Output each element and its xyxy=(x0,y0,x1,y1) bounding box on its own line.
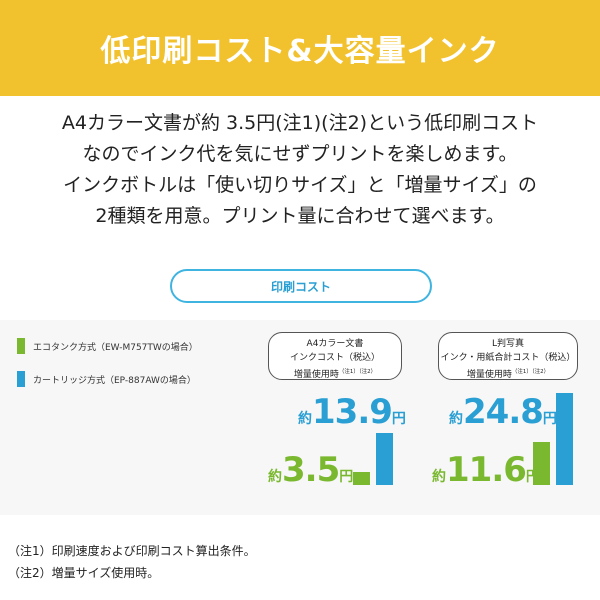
a4-ecotank-price: 約 3.5 円 xyxy=(268,450,353,490)
box-title-line: 増量使用時 xyxy=(466,370,512,380)
price-value: 3.5 xyxy=(282,450,340,490)
price-unit: 円 xyxy=(339,469,354,485)
box-title-line: A4カラー文書 xyxy=(306,339,364,349)
a4-ecotank-bar xyxy=(353,472,370,485)
print-cost-tab-label: 印刷コスト xyxy=(270,279,331,294)
a4-cartridge-bar xyxy=(376,433,393,485)
box-title-line: インクコスト（税込） xyxy=(289,353,380,363)
legend-swatch-green xyxy=(17,338,25,354)
price-prefix: 約 xyxy=(268,469,282,485)
price-value: 13.9 xyxy=(312,392,393,432)
box-title-line-wrap: 増量使用時（注1）（注2） xyxy=(269,365,401,382)
legend-label: エコタンク方式（EW-M757TWの場合） xyxy=(33,342,198,353)
header-banner: 低印刷コスト&大容量インク xyxy=(0,0,600,96)
box-title-line: L判写真 xyxy=(491,339,524,349)
intro-line: A4カラー文書が約 3.5円(注1)(注2)という低印刷コスト xyxy=(61,112,539,134)
print-cost-tab[interactable]: 印刷コスト xyxy=(170,269,432,303)
intro-line: なのでインク代を気にせずプリントを楽しめます。 xyxy=(82,143,518,165)
banner-title: 低印刷コスト&大容量インク xyxy=(100,34,500,69)
legend-ecotank: エコタンク方式（EW-M757TWの場合） xyxy=(17,338,198,354)
footnote: （注1）印刷速度および印刷コスト算出条件。 xyxy=(8,544,256,558)
price-unit: 円 xyxy=(542,411,557,427)
photo-cost-title-box: L判写真 インク・用紙合計コスト（税込） 増量使用時（注1）（注2） xyxy=(438,332,578,380)
box-title-line-wrap: 増量使用時（注1）（注2） xyxy=(439,365,577,382)
photo-cartridge-bar xyxy=(556,393,573,485)
price-value: 11.6 xyxy=(446,450,527,490)
price-prefix: 約 xyxy=(432,469,446,485)
photo-ecotank-bar xyxy=(533,442,550,485)
intro-line: インクボトルは「使い切りサイズ」と「増量サイズ」の xyxy=(63,174,537,196)
legend-swatch-blue xyxy=(17,371,25,387)
price-unit: 円 xyxy=(391,411,406,427)
price-prefix: 約 xyxy=(298,411,312,427)
price-prefix: 約 xyxy=(449,411,463,427)
box-title-line: 増量使用時 xyxy=(293,370,339,380)
legend-label: カートリッジ方式（EP-887AWの場合） xyxy=(33,375,196,386)
box-title-notes: （注1）（注2） xyxy=(338,369,377,375)
footnotes: （注1）印刷速度および印刷コスト算出条件。 （注2）増量サイズ使用時。 xyxy=(8,540,256,584)
price-value: 24.8 xyxy=(463,392,544,432)
intro-text: A4カラー文書が約 3.5円(注1)(注2)という低印刷コスト なのでインク代を… xyxy=(20,108,580,232)
a4-cartridge-price: 約 13.9 円 xyxy=(298,392,406,432)
intro-line: 2種類を用意。プリント量に合わせて選べます。 xyxy=(95,205,505,227)
a4-cost-title-box: A4カラー文書 インクコスト（税込） 増量使用時（注1）（注2） xyxy=(268,332,402,380)
cost-comparison-panel: エコタンク方式（EW-M757TWの場合） カートリッジ方式（EP-887AWの… xyxy=(0,320,600,515)
legend-cartridge: カートリッジ方式（EP-887AWの場合） xyxy=(17,371,196,387)
box-title-notes: （注1）（注2） xyxy=(511,369,550,375)
photo-ecotank-price: 約 11.6 円 xyxy=(432,450,540,490)
box-title-line: インク・用紙合計コスト（税込） xyxy=(440,353,576,363)
photo-cartridge-price: 約 24.8 円 xyxy=(449,392,557,432)
footnote: （注2）増量サイズ使用時。 xyxy=(8,566,160,580)
